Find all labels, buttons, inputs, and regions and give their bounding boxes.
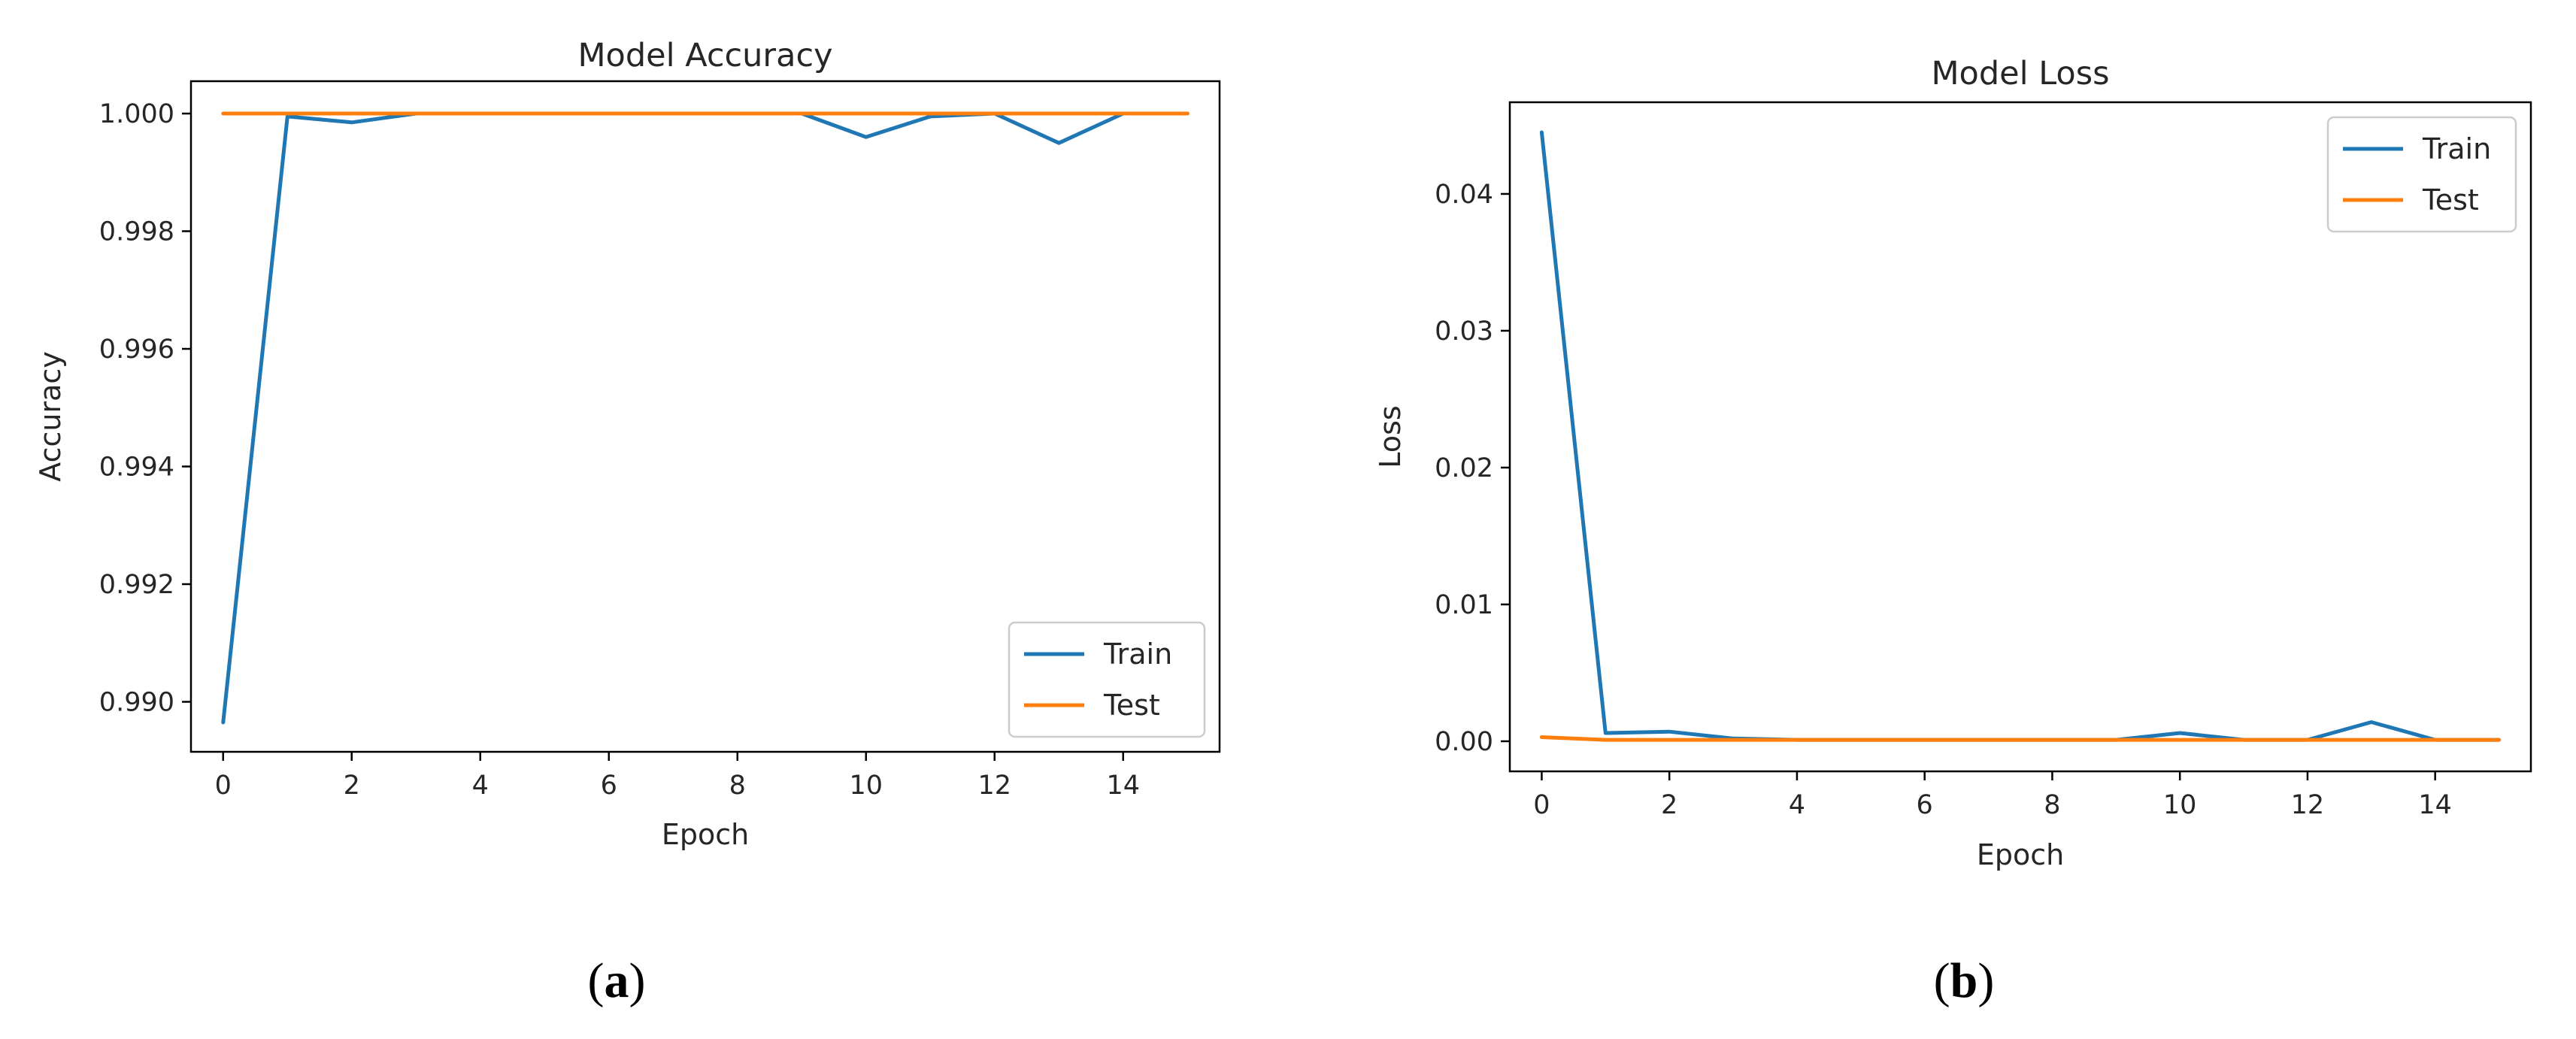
panel-label-b-letter: b	[1950, 953, 1978, 1008]
x-tick-label: 8	[729, 771, 746, 801]
panel-label-b: (b)	[1934, 953, 1995, 1008]
x-tick-label: 4	[1789, 790, 1805, 820]
x-axis-label: Epoch	[1977, 838, 2064, 871]
y-tick-label: 0.996	[99, 335, 174, 365]
x-tick-label: 14	[1106, 771, 1140, 801]
y-tick-label: 0.04	[1435, 180, 1493, 210]
legend-box	[1008, 621, 1206, 738]
x-tick-label: 2	[344, 771, 360, 801]
accuracy-chart-panel: 0 2 4 6 8 10 12 14 0.990 0.992 0.994 0.996 0.998 1.00…	[34, 37, 1221, 851]
legend-label-train: Train	[2422, 132, 2491, 165]
y-tick-label: 0.992	[99, 570, 174, 600]
x-tick-label: 10	[2163, 790, 2197, 820]
y-tick-label: 0.03	[1435, 317, 1493, 347]
x-tick-label: 2	[1661, 790, 1677, 820]
legend-label-test: Test	[1103, 689, 1160, 722]
legend-label-train: Train	[1103, 638, 1172, 671]
x-tick-label: 4	[472, 771, 489, 801]
y-tick-label: 0.994	[99, 453, 174, 483]
x-tick-label: 6	[1917, 790, 1933, 820]
y-tick-label: 0.998	[99, 217, 174, 247]
loss-chart-panel: 0 2 4 6 8 10 12 14 0.00 0.01 0.02 0.03 0.04 Model Los…	[1374, 55, 2532, 871]
x-axis-label: Epoch	[662, 818, 749, 851]
series-line-test	[1539, 735, 2502, 742]
y-tick-label: 0.01	[1435, 590, 1493, 620]
chart-title: Model Loss	[1931, 55, 2109, 92]
plot-frame	[189, 80, 1221, 753]
x-tick-label: 12	[2291, 790, 2325, 820]
x-tick-label: 0	[1533, 790, 1550, 820]
panel-label-a: (a)	[588, 953, 646, 1008]
y-tick-label: 0.990	[99, 687, 174, 717]
legend-box	[2326, 116, 2517, 233]
legend-label-test: Test	[2422, 183, 2479, 217]
x-tick-label: 8	[2044, 790, 2060, 820]
x-tick-label: 6	[601, 771, 617, 801]
y-tick-label: 1.000	[99, 99, 174, 129]
x-tick-label: 0	[215, 771, 232, 801]
y-axis-label: Loss	[1374, 405, 1407, 468]
y-tick-label: 0.00	[1435, 727, 1493, 757]
plot-frame	[1508, 101, 2532, 773]
panel-label-a-letter: a	[605, 953, 629, 1008]
y-tick-label: 0.02	[1435, 453, 1493, 483]
chart-title: Model Accuracy	[577, 37, 832, 74]
y-axis-label: Accuracy	[34, 351, 67, 482]
x-tick-label: 14	[2418, 790, 2452, 820]
x-tick-label: 12	[977, 771, 1011, 801]
x-tick-label: 10	[849, 771, 883, 801]
